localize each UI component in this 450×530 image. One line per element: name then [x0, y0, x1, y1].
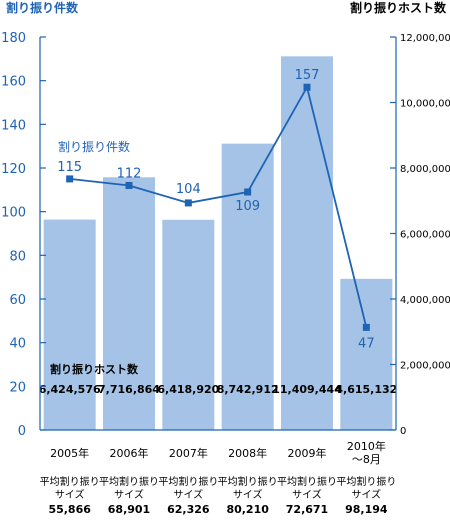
line-value-label-0: 115: [57, 160, 82, 175]
avg-size-label2-2: サイズ: [173, 488, 203, 501]
line-point-3: [244, 188, 252, 196]
bar-2: [162, 219, 215, 430]
line-point-0: [66, 175, 74, 183]
bar-series-label: 割り振りホスト数: [50, 362, 139, 376]
bar-0: [43, 219, 96, 430]
avg-size-value-2: 62,326: [167, 503, 210, 516]
left-tick-label: 120: [1, 162, 26, 177]
bar-1: [103, 177, 155, 430]
left-axis-title: 割り振り件数: [6, 0, 79, 15]
avg-size-label2-4: サイズ: [292, 488, 322, 501]
count-line: [69, 84, 368, 328]
line-value-label-5: 47: [358, 336, 375, 351]
bar-value-label-5: 4,615,132: [335, 383, 397, 396]
category-label-1: 2006年: [110, 446, 149, 460]
line-point-4: [303, 83, 311, 91]
avg-size-value-3: 80,210: [226, 503, 269, 516]
left-tick-label: 160: [1, 75, 26, 90]
avg-size-label1-3: 平均割り振り: [218, 475, 278, 488]
avg-size-label1-1: 平均割り振り: [99, 475, 159, 488]
left-tick-label: 20: [9, 380, 26, 395]
right-tick-label: 0: [400, 426, 406, 437]
avg-size-value-4: 72,671: [286, 503, 328, 516]
left-tick-label: 100: [1, 206, 26, 221]
right-tick-label: 10,000,000: [400, 99, 450, 110]
avg-size-label1-4: 平均割り振り: [277, 475, 337, 488]
right-tick-label: 6,000,000: [400, 230, 450, 241]
line-point-5: [362, 323, 370, 331]
avg-size-value-1: 68,901: [108, 503, 150, 516]
line-value-label-4: 157: [295, 68, 320, 83]
avg-size-label1-0: 平均割り振り: [40, 475, 100, 488]
avg-size-label1-5: 平均割り振り: [336, 475, 396, 488]
avg-size-label2-0: サイズ: [55, 488, 85, 501]
avg-size-label2-3: サイズ: [233, 488, 263, 501]
category-label-3: 2008年: [228, 446, 267, 460]
category-label-5: 2010年～8月: [347, 439, 386, 466]
left-tick-label: 140: [1, 118, 26, 133]
right-axis: 0 2,000,000 4,000,000 6,000,000 8,000,000 10,…: [390, 33, 450, 437]
left-tick-label: 80: [9, 249, 26, 264]
category-label-0: 2005年: [50, 446, 89, 460]
line-value-label-1: 112: [117, 166, 142, 181]
left-tick-label: 60: [9, 293, 26, 308]
line-group: 115 112 104 109 157 47: [57, 68, 374, 351]
avg-size-value-5: 98,194: [345, 503, 388, 516]
left-tick-label: 180: [1, 31, 26, 46]
left-axis: 0 20 40 60 80 100 120 140 160 180: [1, 31, 46, 439]
avg-size-value-0: 55,866: [48, 503, 91, 516]
bar-value-label-4: 11,409,444: [272, 383, 342, 396]
right-tick-label: 2,000,000: [400, 361, 450, 372]
right-tick-label: 12,000,000: [400, 33, 450, 44]
category-label-4: 2009年: [288, 446, 327, 460]
bar-value-label-3: 8,742,912: [217, 383, 279, 396]
line-value-label-2: 104: [176, 182, 201, 197]
avg-size-label1-2: 平均割り振り: [158, 475, 218, 488]
x-axis: 2005年 2006年 2007年 2008年 2009年 2010年～8月: [40, 429, 396, 466]
bar-5: [340, 278, 393, 430]
bar-labels-group: 6,424,5767,716,8646,418,9208,742,91211,4…: [39, 383, 398, 396]
right-tick-label: 8,000,000: [400, 164, 450, 175]
line-point-1: [125, 181, 133, 189]
right-tick-label: 4,000,000: [400, 295, 450, 306]
bar-4: [281, 56, 333, 431]
right-axis-title: 割り振りホスト数: [350, 0, 447, 15]
line-value-label-3: 109: [235, 199, 260, 214]
category-label-2: 2007年: [169, 446, 208, 460]
avg-size-group: 平均割り振りサイズ55,866平均割り振りサイズ68,901平均割り振りサイズ6…: [40, 475, 397, 516]
left-tick-label: 40: [9, 337, 26, 352]
left-tick-label: 0: [18, 424, 26, 439]
avg-size-label2-5: サイズ: [351, 488, 381, 501]
bar-value-label-2: 6,418,920: [157, 383, 219, 396]
bar-value-label-0: 6,424,576: [39, 383, 101, 396]
bar-value-label-1: 7,716,864: [98, 383, 160, 396]
line-point-2: [184, 199, 192, 207]
avg-size-label2-1: サイズ: [114, 488, 144, 501]
line-series-label: 割り振り件数: [58, 139, 130, 154]
